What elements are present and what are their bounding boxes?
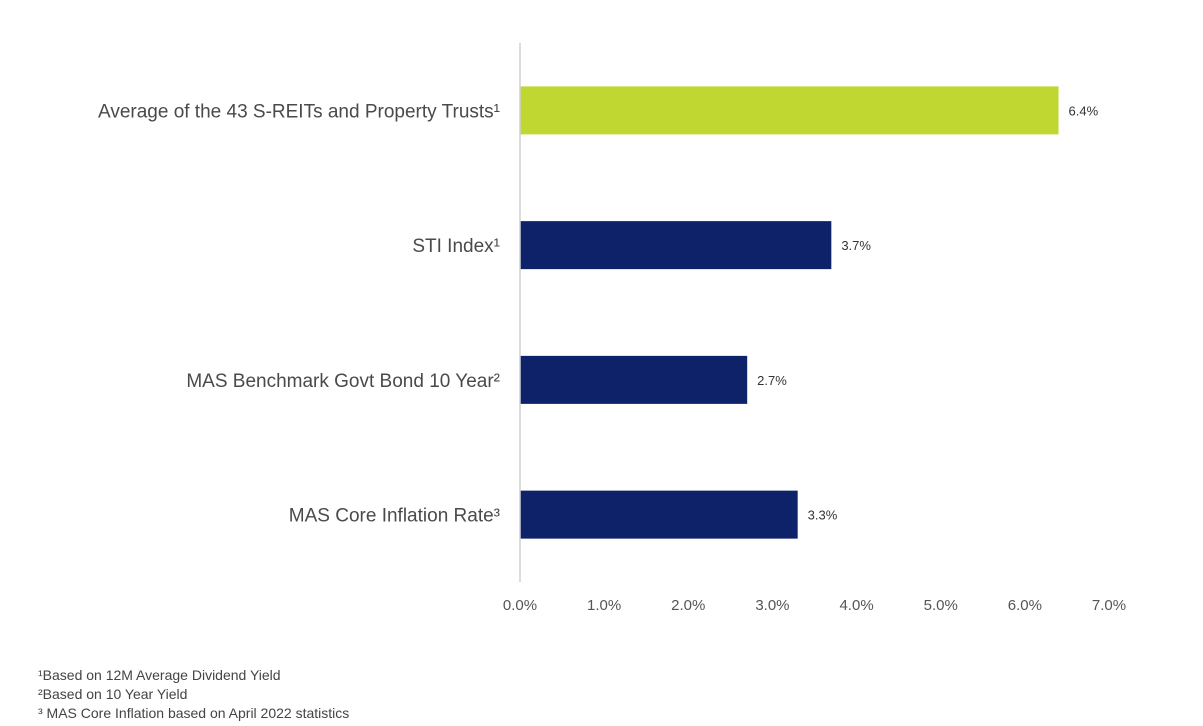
footnote-2: ²Based on 10 Year Yield xyxy=(38,686,188,702)
bar-chart: Average of the 43 S-REITs and Property T… xyxy=(98,43,1126,614)
category-labels: Average of the 43 S-REITs and Property T… xyxy=(98,101,500,526)
x-tick-label-3: 3.0% xyxy=(755,597,789,614)
x-tick-label-4: 4.0% xyxy=(839,597,873,614)
category-label-0: Average of the 43 S-REITs and Property T… xyxy=(98,101,500,122)
bar-3 xyxy=(520,490,798,539)
category-label-2: MAS Benchmark Govt Bond 10 Year² xyxy=(186,371,500,392)
value-label-2: 2.7% xyxy=(757,373,787,388)
category-label-1: STI Index¹ xyxy=(412,236,500,257)
footnote-3: ³ MAS Core Inflation based on April 2022… xyxy=(38,705,350,721)
x-tick-label-7: 7.0% xyxy=(1092,597,1126,614)
x-tick-label-1: 1.0% xyxy=(587,597,621,614)
category-label-3: MAS Core Inflation Rate³ xyxy=(289,506,500,527)
value-labels: 6.4% 3.7% 2.7% 3.3% xyxy=(757,103,1098,522)
bar-1 xyxy=(520,221,832,270)
value-label-0: 6.4% xyxy=(1069,103,1099,118)
footnote-1: ¹Based on 12M Average Dividend Yield xyxy=(38,667,281,683)
x-axis-ticks: 0.0% 1.0% 2.0% 3.0% 4.0% 5.0% 6.0% 7.0% xyxy=(503,597,1126,614)
bars-layer xyxy=(520,86,1059,539)
x-tick-label-6: 6.0% xyxy=(1008,597,1042,614)
bar-2 xyxy=(520,355,748,404)
footnotes: ¹Based on 12M Average Dividend Yield ²Ba… xyxy=(38,666,349,723)
x-tick-label-2: 2.0% xyxy=(671,597,705,614)
x-tick-label-5: 5.0% xyxy=(924,597,958,614)
x-tick-label-0: 0.0% xyxy=(503,597,537,614)
value-label-3: 3.3% xyxy=(808,508,838,523)
bar-0 xyxy=(520,86,1059,135)
value-label-1: 3.7% xyxy=(841,238,871,253)
